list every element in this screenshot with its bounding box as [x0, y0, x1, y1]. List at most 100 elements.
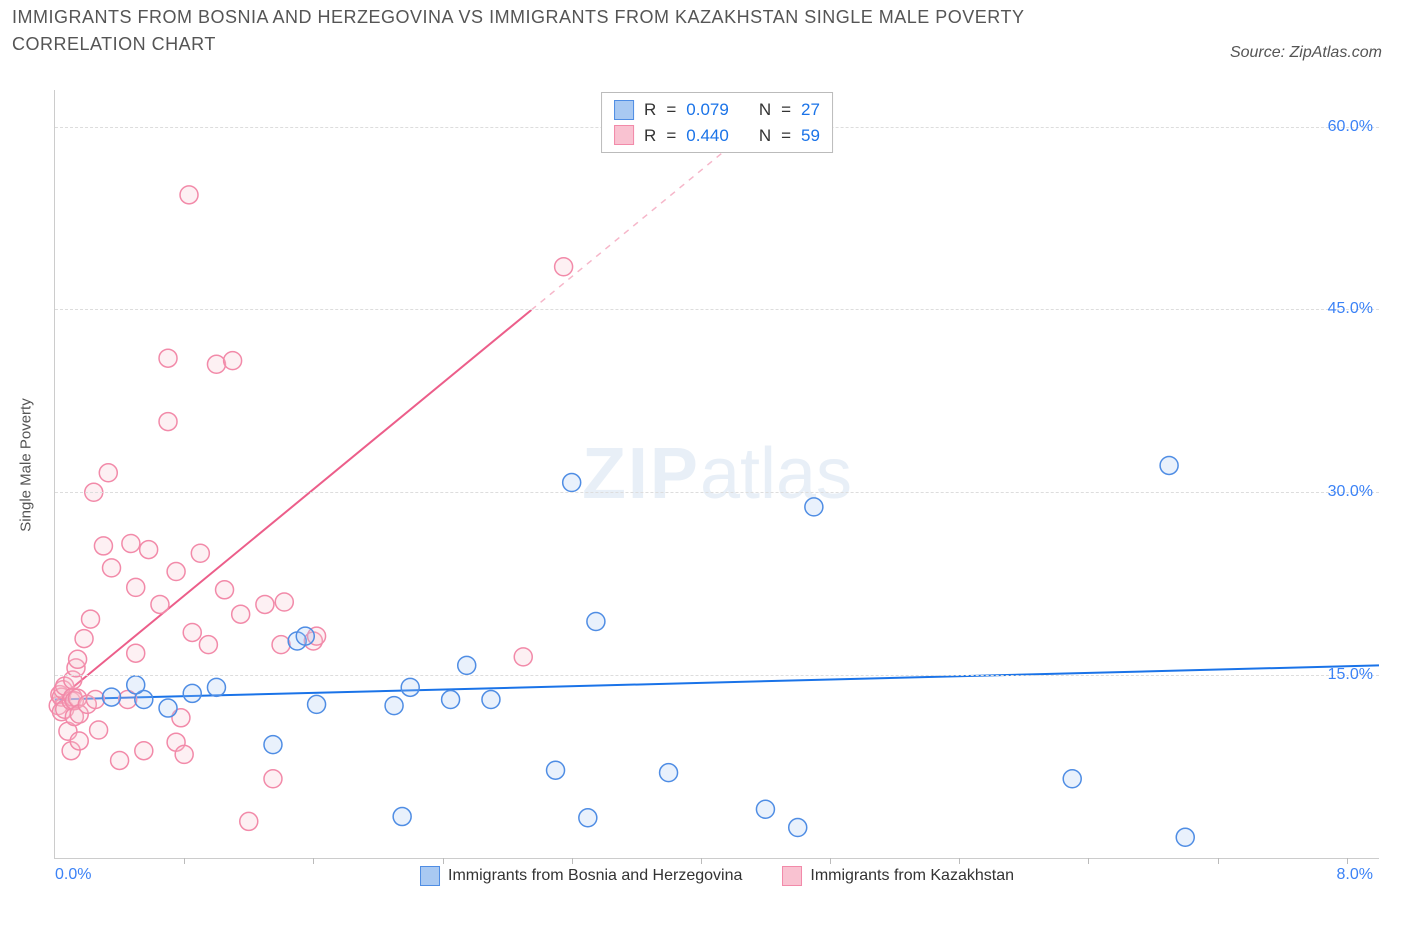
- x-tick: [1347, 858, 1348, 864]
- grid-line: [55, 492, 1379, 493]
- scatter-point-pink: [191, 544, 209, 562]
- grid-line: [55, 675, 1379, 676]
- stat-r-label: R: [644, 97, 656, 123]
- plot-area: ZIPatlas R=0.079N=27R=0.440N=59 Immigran…: [54, 90, 1379, 859]
- scatter-point-pink: [514, 648, 532, 666]
- stat-n-label: N: [759, 97, 771, 123]
- x-tick: [959, 858, 960, 864]
- scatter-point-pink: [256, 595, 274, 613]
- scatter-point-blue: [308, 695, 326, 713]
- scatter-point-pink: [216, 581, 234, 599]
- scatter-point-blue: [587, 613, 605, 631]
- legend-item: Immigrants from Bosnia and Herzegovina: [420, 866, 742, 886]
- scatter-point-blue: [1176, 828, 1194, 846]
- scatter-point-pink: [159, 413, 177, 431]
- scatter-point-blue: [264, 736, 282, 754]
- scatter-point-blue: [1160, 456, 1178, 474]
- scatter-point-pink: [94, 537, 112, 555]
- scatter-point-blue: [296, 627, 314, 645]
- scatter-point-pink: [232, 605, 250, 623]
- scatter-point-blue: [482, 691, 500, 709]
- scatter-point-blue: [401, 678, 419, 696]
- legend-stat-row: R=0.079N=27: [614, 97, 820, 123]
- scatter-point-pink: [103, 559, 121, 577]
- scatter-point-pink: [82, 610, 100, 628]
- legend-label: Immigrants from Kazakhstan: [810, 867, 1014, 885]
- scatter-point-pink: [272, 636, 290, 654]
- scatter-point-blue: [183, 684, 201, 702]
- scatter-point-pink: [70, 732, 88, 750]
- scatter-point-pink: [111, 751, 129, 769]
- y-tick-label: 30.0%: [1313, 483, 1379, 501]
- x-tick: [313, 858, 314, 864]
- source-attribution: Source: ZipAtlas.com: [1230, 44, 1382, 62]
- y-axis-title: Single Male Poverty: [18, 398, 35, 531]
- scatter-point-blue: [579, 809, 597, 827]
- scatter-point-pink: [224, 352, 242, 370]
- scatter-point-blue: [756, 800, 774, 818]
- scatter-point-blue: [103, 688, 121, 706]
- scatter-point-pink: [140, 541, 158, 559]
- scatter-point-pink: [264, 770, 282, 788]
- legend-swatch: [420, 866, 440, 886]
- scatter-point-pink: [90, 721, 108, 739]
- stat-n-value: 59: [801, 123, 820, 149]
- scatter-point-pink: [122, 534, 140, 552]
- scatter-svg: [55, 90, 1379, 858]
- scatter-point-blue: [159, 699, 177, 717]
- scatter-point-blue: [547, 761, 565, 779]
- scatter-point-blue: [393, 808, 411, 826]
- x-tick: [1218, 858, 1219, 864]
- scatter-point-pink: [555, 258, 573, 276]
- scatter-point-pink: [175, 745, 193, 763]
- legend-swatch: [782, 866, 802, 886]
- stat-r-label: R: [644, 123, 656, 149]
- x-tick: [572, 858, 573, 864]
- scatter-point-blue: [789, 819, 807, 837]
- legend-item: Immigrants from Kazakhstan: [782, 866, 1014, 886]
- scatter-point-pink: [75, 630, 93, 648]
- scatter-point-pink: [199, 636, 217, 654]
- scatter-point-pink: [151, 595, 169, 613]
- scatter-point-pink: [275, 593, 293, 611]
- scatter-point-pink: [180, 186, 198, 204]
- scatter-point-pink: [207, 355, 225, 373]
- x-tick: [1088, 858, 1089, 864]
- chart-title: IMMIGRANTS FROM BOSNIA AND HERZEGOVINA V…: [12, 4, 1132, 58]
- y-tick-label: 60.0%: [1313, 118, 1379, 136]
- scatter-point-pink: [99, 464, 117, 482]
- scatter-point-blue: [563, 474, 581, 492]
- stat-n-label: N: [759, 123, 771, 149]
- scatter-point-blue: [458, 656, 476, 674]
- scatter-point-blue: [385, 697, 403, 715]
- scatter-point-blue: [442, 691, 460, 709]
- scatter-point-pink: [127, 644, 145, 662]
- x-tick-label: 0.0%: [55, 866, 91, 884]
- y-tick-label: 45.0%: [1313, 300, 1379, 318]
- x-tick: [830, 858, 831, 864]
- scatter-point-pink: [135, 742, 153, 760]
- legend-bottom: Immigrants from Bosnia and Herzegovina Im…: [420, 866, 1014, 886]
- scatter-point-blue: [805, 498, 823, 516]
- scatter-point-blue: [127, 676, 145, 694]
- x-tick: [701, 858, 702, 864]
- x-tick: [443, 858, 444, 864]
- grid-line: [55, 309, 1379, 310]
- scatter-point-pink: [167, 563, 185, 581]
- legend-stats-box: R=0.079N=27R=0.440N=59: [601, 92, 833, 153]
- y-tick-label: 15.0%: [1313, 666, 1379, 684]
- scatter-point-pink: [159, 349, 177, 367]
- scatter-point-pink: [127, 578, 145, 596]
- scatter-point-pink: [183, 623, 201, 641]
- scatter-point-pink: [240, 812, 258, 830]
- legend-swatch: [614, 100, 634, 120]
- scatter-point-pink: [86, 691, 104, 709]
- stat-n-value: 27: [801, 97, 820, 123]
- legend-stat-row: R=0.440N=59: [614, 123, 820, 149]
- regression-line-blue: [55, 665, 1379, 699]
- stat-r-value: 0.079: [686, 97, 729, 123]
- scatter-point-blue: [1063, 770, 1081, 788]
- x-tick: [184, 858, 185, 864]
- scatter-point-blue: [660, 764, 678, 782]
- scatter-point-pink: [69, 650, 87, 668]
